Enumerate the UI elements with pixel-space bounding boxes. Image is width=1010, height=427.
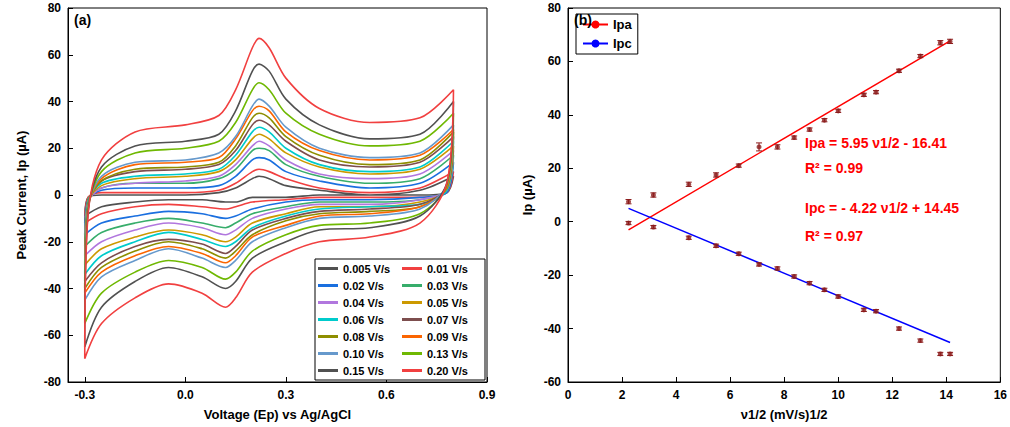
svg-text:0.02 V/s: 0.02 V/s [343, 280, 384, 292]
svg-text:0.20 V/s: 0.20 V/s [427, 365, 468, 377]
svg-text:0.6: 0.6 [378, 388, 395, 402]
svg-text:Peak Current, Ip (µA): Peak Current, Ip (µA) [14, 131, 29, 260]
svg-text:-40: -40 [44, 282, 62, 296]
svg-text:0.13 V/s: 0.13 V/s [427, 348, 468, 360]
svg-text:ν1/2 (mV/s)1/2: ν1/2 (mV/s)1/2 [741, 407, 828, 422]
svg-text:Ipa: Ipa [613, 17, 633, 32]
svg-text:0: 0 [554, 215, 561, 229]
svg-text:(a): (a) [74, 12, 91, 28]
svg-text:16: 16 [994, 388, 1008, 402]
svg-text:80: 80 [48, 1, 62, 15]
svg-text:0.005 V/s: 0.005 V/s [343, 263, 390, 275]
svg-text:0.06 V/s: 0.06 V/s [343, 314, 384, 326]
svg-text:0.05 V/s: 0.05 V/s [427, 297, 468, 309]
svg-text:0.09 V/s: 0.09 V/s [427, 331, 468, 343]
svg-text:80: 80 [548, 1, 562, 15]
svg-text:Voltage (Ep) vs Ag/AgCl: Voltage (Ep) vs Ag/AgCl [204, 407, 351, 422]
svg-text:12: 12 [886, 388, 900, 402]
svg-text:0: 0 [54, 188, 61, 202]
svg-text:0.01 V/s: 0.01 V/s [427, 263, 468, 275]
svg-text:0.0: 0.0 [177, 388, 194, 402]
svg-text:8: 8 [781, 388, 788, 402]
svg-text:Ip (µA): Ip (µA) [520, 175, 535, 216]
svg-text:R² = 0.97: R² = 0.97 [805, 228, 863, 244]
svg-text:-20: -20 [544, 268, 562, 282]
svg-text:40: 40 [548, 108, 562, 122]
svg-text:-60: -60 [544, 375, 562, 389]
svg-text:4: 4 [673, 388, 680, 402]
svg-text:0.08 V/s: 0.08 V/s [343, 331, 384, 343]
svg-text:0.15 V/s: 0.15 V/s [343, 365, 384, 377]
svg-text:10: 10 [832, 388, 846, 402]
svg-text:-40: -40 [544, 322, 562, 336]
svg-text:-20: -20 [44, 235, 62, 249]
svg-text:R² = 0.99: R² = 0.99 [805, 160, 863, 176]
svg-text:0.10 V/s: 0.10 V/s [343, 348, 384, 360]
svg-text:6: 6 [727, 388, 734, 402]
svg-text:0.3: 0.3 [278, 388, 295, 402]
svg-text:Ipc: Ipc [613, 36, 632, 51]
svg-text:Ipc = - 4.22 ν1/2 + 14.45: Ipc = - 4.22 ν1/2 + 14.45 [805, 200, 959, 216]
svg-text:0.9: 0.9 [479, 388, 496, 402]
svg-text:0: 0 [565, 388, 572, 402]
svg-text:-80: -80 [44, 375, 62, 389]
svg-text:20: 20 [48, 141, 62, 155]
svg-text:-0.3: -0.3 [74, 388, 95, 402]
svg-text:0.04 V/s: 0.04 V/s [343, 297, 384, 309]
svg-text:0.03 V/s: 0.03 V/s [427, 280, 468, 292]
svg-text:2: 2 [619, 388, 626, 402]
svg-text:-60: -60 [44, 328, 62, 342]
svg-text:60: 60 [548, 54, 562, 68]
svg-text:Ipa = 5.95 ν1/2 - 16.41: Ipa = 5.95 ν1/2 - 16.41 [805, 135, 947, 151]
svg-text:(b): (b) [574, 12, 592, 28]
svg-text:60: 60 [48, 48, 62, 62]
svg-text:0.07 V/s: 0.07 V/s [427, 314, 468, 326]
svg-text:14: 14 [940, 388, 954, 402]
svg-text:40: 40 [48, 95, 62, 109]
svg-text:20: 20 [548, 161, 562, 175]
